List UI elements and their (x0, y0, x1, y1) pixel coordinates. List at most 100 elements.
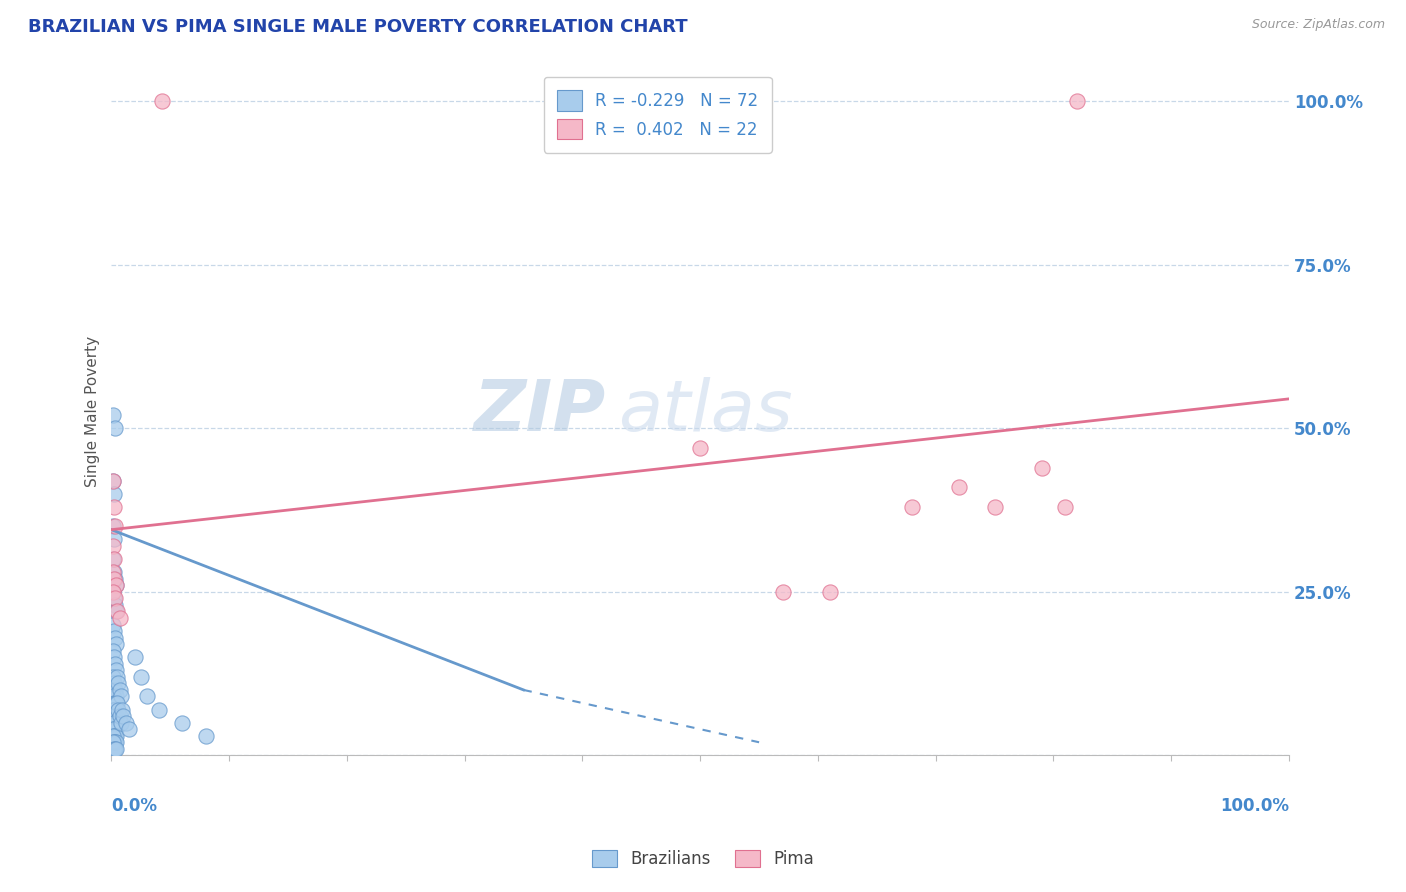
Point (108, 611, 131, 625)
Point (105, 722, 128, 736)
Point (103, 715, 125, 730)
Point (103, 591, 125, 606)
Point (101, 690, 124, 704)
Point (104, 741, 127, 756)
Point (105, 735, 128, 749)
Point (101, 617, 124, 632)
Point (103, 533, 125, 547)
Text: BRAZILIAN VS PIMA SINGLE MALE POVERTY CORRELATION CHART: BRAZILIAN VS PIMA SINGLE MALE POVERTY CO… (28, 18, 688, 36)
Point (101, 519, 124, 533)
Point (103, 676, 125, 690)
Point (983, 500, 1005, 514)
Point (101, 552, 124, 566)
Point (101, 702, 124, 716)
Y-axis label: Single Male Poverty: Single Male Poverty (86, 336, 100, 488)
Point (105, 709, 128, 723)
Point (103, 729, 125, 743)
Point (103, 696, 125, 710)
Point (110, 690, 132, 704)
Point (110, 715, 132, 730)
Point (104, 715, 127, 730)
Point (105, 578, 128, 592)
Point (105, 715, 128, 730)
Point (104, 519, 127, 533)
Point (818, 584, 841, 599)
Point (104, 421, 127, 435)
Text: ZIP: ZIP (474, 377, 606, 446)
Point (1066, 94, 1088, 108)
Point (103, 741, 125, 756)
Point (105, 696, 128, 710)
Point (105, 729, 128, 743)
Point (105, 670, 128, 684)
Point (103, 735, 125, 749)
Point (105, 696, 128, 710)
Point (105, 663, 128, 677)
Point (101, 565, 124, 579)
Point (101, 643, 124, 657)
Point (104, 631, 127, 645)
Point (1031, 460, 1053, 475)
Point (105, 637, 128, 651)
Point (114, 715, 136, 730)
Point (101, 474, 124, 488)
Point (104, 729, 127, 743)
Point (170, 715, 193, 730)
Point (105, 604, 128, 618)
Legend: Brazilians, Pima: Brazilians, Pima (585, 843, 821, 875)
Point (135, 690, 157, 704)
Point (101, 539, 124, 553)
Point (104, 696, 127, 710)
Point (107, 702, 129, 716)
Point (148, 702, 170, 716)
Point (772, 584, 794, 599)
Legend: R = -0.229   N = 72, R =  0.402   N = 22: R = -0.229 N = 72, R = 0.402 N = 22 (544, 77, 772, 153)
Point (103, 702, 125, 716)
Point (101, 474, 124, 488)
Point (101, 715, 124, 730)
Point (948, 480, 970, 494)
Point (124, 650, 146, 665)
Point (103, 552, 125, 566)
Point (107, 676, 129, 690)
Point (1054, 500, 1077, 514)
Point (103, 624, 125, 638)
Point (104, 709, 127, 723)
Point (104, 722, 127, 736)
Point (129, 670, 152, 684)
Point (103, 486, 125, 500)
Point (103, 572, 125, 586)
Point (104, 657, 127, 671)
Point (118, 722, 141, 736)
Point (105, 690, 128, 704)
Point (105, 578, 128, 592)
Text: Source: ZipAtlas.com: Source: ZipAtlas.com (1251, 18, 1385, 31)
Point (101, 735, 124, 749)
Point (101, 729, 124, 743)
Point (104, 682, 127, 697)
Point (105, 604, 128, 618)
Point (101, 709, 124, 723)
Point (150, 94, 173, 108)
Point (108, 709, 131, 723)
Point (103, 500, 125, 514)
Point (194, 729, 217, 743)
Point (104, 598, 127, 612)
Text: atlas: atlas (617, 377, 793, 446)
Text: 0.0%: 0.0% (111, 797, 157, 814)
Point (103, 650, 125, 665)
Point (111, 702, 134, 716)
Point (101, 584, 124, 599)
Point (901, 500, 924, 514)
Point (104, 591, 127, 606)
Point (101, 670, 124, 684)
Point (104, 572, 127, 586)
Point (101, 408, 124, 422)
Point (101, 722, 124, 736)
Point (689, 441, 711, 455)
Point (105, 741, 128, 756)
Point (103, 565, 125, 579)
Text: 100.0%: 100.0% (1220, 797, 1289, 814)
Point (112, 709, 135, 723)
Point (101, 584, 124, 599)
